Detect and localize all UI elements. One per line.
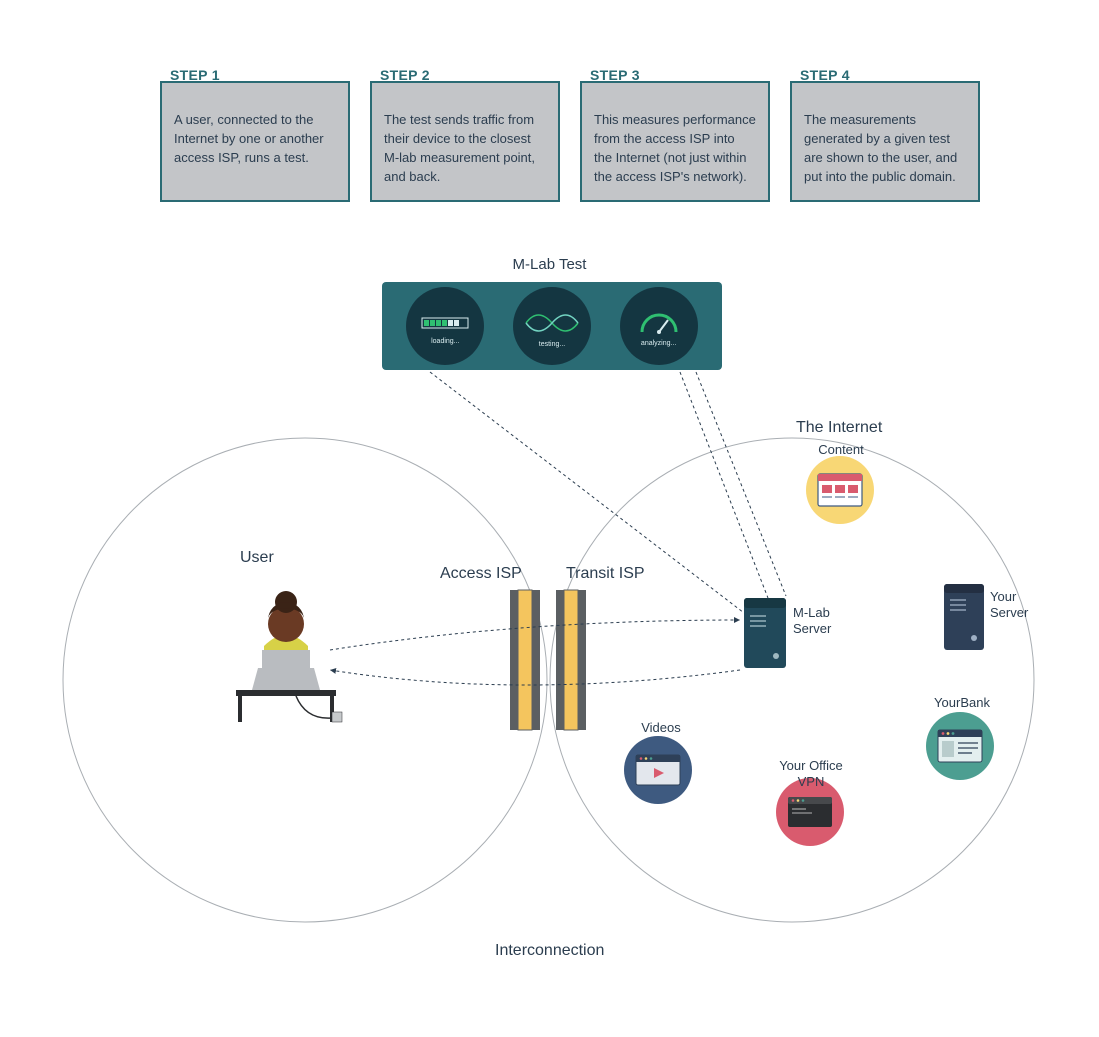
content-label: Content xyxy=(816,442,866,458)
user-illustration xyxy=(236,591,342,722)
step-body: The test sends traffic from their device… xyxy=(384,111,546,186)
mlab-server-label: M-Lab Server xyxy=(793,605,853,636)
transit-isp-bar xyxy=(556,590,586,730)
test-item-analyzing: analyzing... xyxy=(620,287,698,365)
step-box-1: STEP 1 A user, connected to the Internet… xyxy=(160,81,350,202)
user-label: User xyxy=(240,549,274,567)
videos-label: Videos xyxy=(636,720,686,736)
test-item-caption: analyzing... xyxy=(641,340,676,347)
interconnection-label: Interconnection xyxy=(495,942,604,960)
step-body: This measures performance from the acces… xyxy=(594,111,756,186)
test-bar: loading... testing... analyzing... xyxy=(382,282,722,370)
your-bank-icon xyxy=(926,712,994,780)
videos-icon xyxy=(624,736,692,804)
internet-circle xyxy=(550,438,1034,922)
step-box-4: STEP 4 The measurements generated by a g… xyxy=(790,81,980,202)
mlab-test-label: M-Lab Test xyxy=(0,256,1099,273)
step-box-3: STEP 3 This measures performance from th… xyxy=(580,81,770,202)
user-circle xyxy=(63,438,547,922)
step-body: A user, connected to the Internet by one… xyxy=(174,111,336,168)
transit-isp-label: Transit ISP xyxy=(566,565,645,583)
step-title: STEP 2 xyxy=(380,65,430,85)
step-body: The measurements generated by a given te… xyxy=(804,111,966,186)
steps-row: STEP 1 A user, connected to the Internet… xyxy=(160,81,980,202)
vpn-label: Your Office VPN xyxy=(776,758,846,789)
step-title: STEP 3 xyxy=(590,65,640,85)
access-isp-bar xyxy=(510,590,540,730)
test-item-testing: testing... xyxy=(513,287,591,365)
mlab-server-icon xyxy=(744,598,786,668)
content-icon xyxy=(806,456,874,524)
step-box-2: STEP 2 The test sends traffic from their… xyxy=(370,81,560,202)
your-bank-label: YourBank xyxy=(932,695,992,711)
test-item-caption: loading... xyxy=(431,338,459,345)
your-server-icon xyxy=(944,584,984,650)
test-item-loading: loading... xyxy=(406,287,484,365)
test-item-caption: testing... xyxy=(539,341,565,348)
internet-label: The Internet xyxy=(796,419,882,437)
access-isp-label: Access ISP xyxy=(440,565,522,583)
step-title: STEP 1 xyxy=(170,65,220,85)
step-title: STEP 4 xyxy=(800,65,850,85)
your-server-label: Your Server xyxy=(990,589,1040,620)
